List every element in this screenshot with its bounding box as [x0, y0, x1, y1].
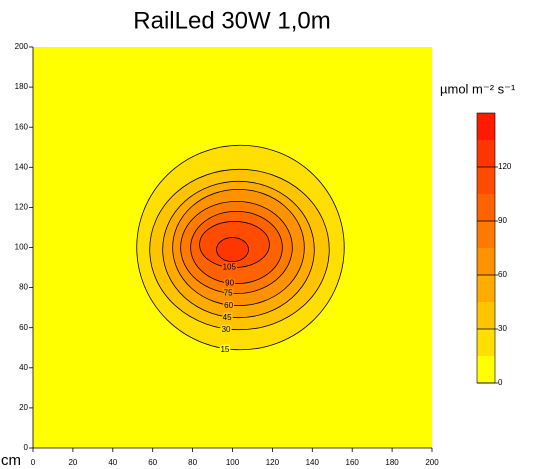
x-tick-label: 80 — [188, 458, 197, 467]
colorbar-band — [477, 140, 495, 167]
chart-title: RailLed 30W 1,0m — [133, 7, 330, 34]
contour-label: 45 — [223, 313, 232, 322]
x-tick-label: 0 — [31, 458, 36, 467]
contour-label: 105 — [223, 263, 237, 272]
x-tick-label: 100 — [226, 458, 240, 467]
contour-label: 75 — [224, 289, 233, 298]
y-tick-label: 140 — [15, 162, 29, 171]
colorbar-band — [477, 194, 495, 221]
contour-label: 60 — [224, 301, 233, 310]
colorbar-tick-label: 90 — [498, 216, 507, 225]
colorbar-band — [477, 356, 495, 383]
colorbar-tick-label: 60 — [498, 270, 507, 279]
contour-label: 30 — [222, 325, 231, 334]
y-tick-label: 20 — [19, 403, 28, 412]
contour-label: 15 — [220, 345, 229, 354]
y-tick-label: 200 — [15, 42, 29, 51]
y-tick-label: 60 — [19, 323, 28, 332]
colorbar-band — [477, 113, 495, 140]
colorbar-band — [477, 221, 495, 248]
y-tick-label: 180 — [15, 82, 29, 91]
colorbar-band — [477, 275, 495, 302]
colorbar-band — [477, 329, 495, 356]
x-tick-label: 180 — [385, 458, 399, 467]
x-axis-label: cm — [1, 452, 21, 469]
x-tick-label: 20 — [68, 458, 77, 467]
x-tick-label: 160 — [346, 458, 360, 467]
contour-label: 90 — [225, 279, 234, 288]
colorbar-band — [477, 248, 495, 275]
y-tick-label: 120 — [15, 203, 29, 212]
colorbar-tick-label: 0 — [498, 378, 503, 387]
contour — [216, 237, 249, 262]
colorbar-band — [477, 167, 495, 194]
colorbar-band — [477, 302, 495, 329]
colorbar-label: µmol m⁻² s⁻¹ — [440, 81, 516, 96]
y-tick-label: 0 — [24, 443, 29, 452]
x-tick-label: 60 — [148, 458, 157, 467]
y-tick-label: 80 — [19, 283, 28, 292]
x-tick-label: 40 — [108, 458, 117, 467]
x-tick-label: 200 — [425, 458, 439, 467]
y-tick-label: 160 — [15, 122, 29, 131]
y-tick-label: 100 — [15, 243, 29, 252]
colorbar-tick-label: 30 — [498, 324, 507, 333]
x-tick-label: 120 — [266, 458, 280, 467]
x-tick-label: 140 — [306, 458, 320, 467]
y-tick-label: 40 — [19, 363, 28, 372]
colorbar-tick-label: 120 — [498, 162, 512, 171]
